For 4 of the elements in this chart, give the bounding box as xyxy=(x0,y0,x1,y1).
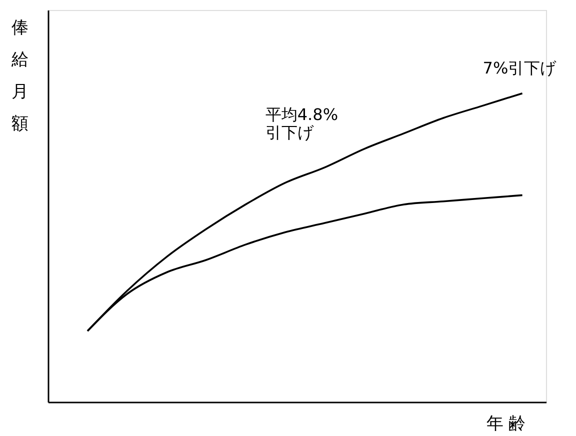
annotation: 平均4.8% 引下げ xyxy=(265,104,338,142)
x-axis-title: 年 齢 xyxy=(486,414,526,434)
text: 7%引下げ xyxy=(482,58,558,78)
y-axis-title: 俸給月額 xyxy=(10,18,28,134)
